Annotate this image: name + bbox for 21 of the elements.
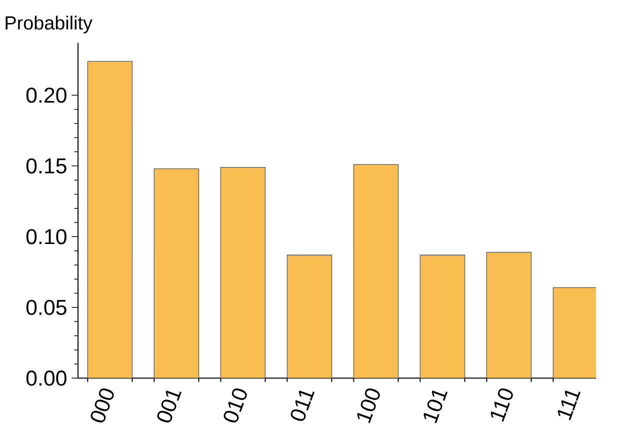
- x-tick-label: 110: [490, 388, 513, 422]
- bar: [87, 60, 133, 378]
- bar: [154, 168, 200, 378]
- y-tick-label: 0.00: [26, 370, 66, 386]
- x-tick-label: 101: [424, 390, 448, 424]
- bar: [353, 164, 399, 378]
- y-axis-title: Probability: [6, 16, 92, 34]
- bar: [220, 166, 266, 378]
- y-tick-label: 0.20: [26, 88, 66, 103]
- x-tick-label: 111: [558, 390, 581, 420]
- y-tick-label: 0.05: [26, 300, 66, 315]
- x-tick-label: 011: [290, 390, 315, 421]
- bar: [420, 254, 466, 378]
- y-tick-label: 0.15: [26, 158, 66, 174]
- x-tick-label: 100: [357, 388, 380, 424]
- y-tick-label: 0.10: [26, 228, 66, 244]
- x-tick-label: 000: [90, 388, 114, 422]
- bar: [286, 254, 332, 378]
- bar: [486, 252, 532, 378]
- x-tick-label: 001: [157, 390, 182, 422]
- x-tick-label: 010: [224, 388, 247, 422]
